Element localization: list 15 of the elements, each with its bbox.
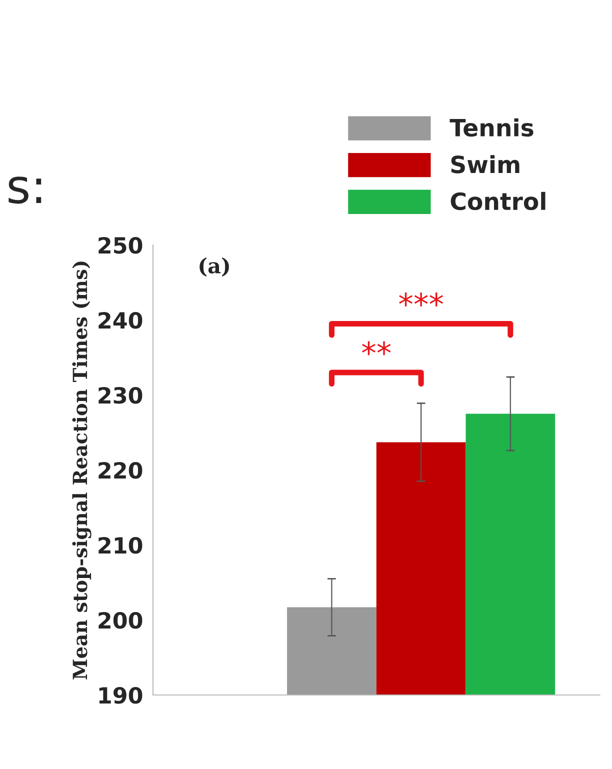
y-tick-label: 250	[98, 236, 142, 254]
legend-label: Control	[450, 192, 546, 210]
y-tick-label: 190	[99, 686, 142, 704]
y-tick-label: 220	[98, 462, 142, 479]
annotation: (a)	[200, 257, 229, 276]
y-tick-label: 200	[98, 612, 142, 629]
annotation: ***	[399, 292, 444, 306]
y-tick-label: 210	[98, 536, 142, 554]
y-axis-title: Mean stop-signal Reaction Times (ms)	[72, 262, 92, 680]
legend-label: Swim	[451, 155, 520, 174]
y-tick-label: 240	[98, 312, 142, 329]
legend-label: Tennis	[450, 118, 534, 137]
text: s:	[8, 176, 42, 204]
y-tick-label: 230	[98, 386, 142, 404]
annotation: **	[362, 341, 391, 356]
